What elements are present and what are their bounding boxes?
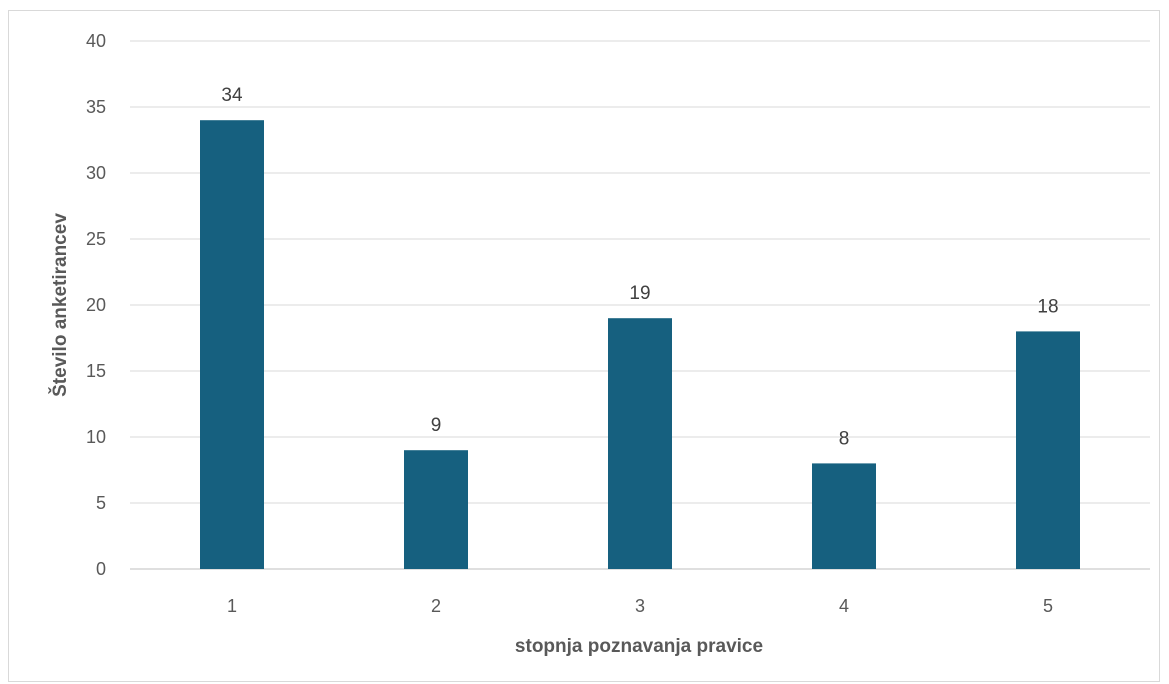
y-tick-label: 40 [86,31,106,51]
bars [200,120,1080,569]
bar [200,120,264,569]
bar [812,463,876,569]
y-tick-label: 20 [86,295,106,315]
y-tick-label: 35 [86,97,106,117]
data-labels: 34 9 19 8 18 [221,85,1058,449]
x-tick-label: 5 [1043,596,1053,616]
data-label: 18 [1037,296,1058,317]
y-axis-title: Število anketirancev [49,213,71,397]
y-tick-label: 5 [96,493,106,513]
gridlines [130,40,1150,570]
x-tick-label: 4 [839,596,849,616]
y-tick-label: 30 [86,163,106,183]
y-tick-label: 10 [86,427,106,447]
x-tick-label: 1 [227,596,237,616]
y-tick-label: 25 [86,229,106,249]
data-label: 8 [839,428,850,449]
bar [404,450,468,569]
data-label: 9 [431,415,442,436]
bar [608,318,672,569]
x-axis-ticks: 1 2 3 4 5 [227,596,1053,616]
y-tick-label: 15 [86,361,106,381]
x-axis-title: stopnja poznavanja pravice [515,636,763,657]
bar [1016,331,1080,569]
data-label: 19 [629,283,650,304]
y-axis-ticks: 0 5 10 15 20 25 30 35 40 [86,31,106,579]
x-tick-label: 3 [635,596,645,616]
x-tick-label: 2 [431,596,441,616]
data-label: 34 [221,85,243,106]
y-tick-label: 0 [96,559,106,579]
